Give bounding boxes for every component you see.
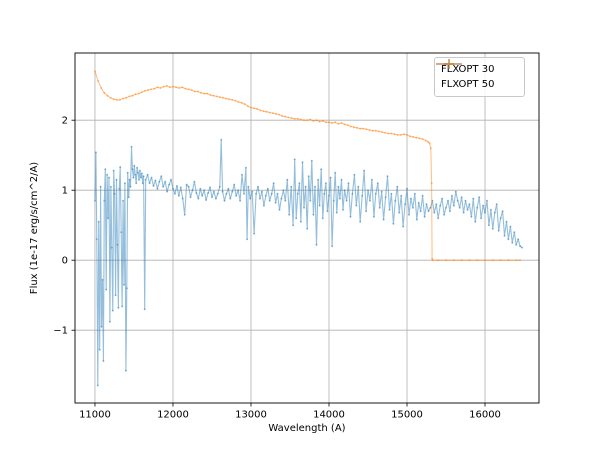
x-tick-label: 16000 bbox=[469, 410, 501, 421]
gridlines bbox=[75, 53, 539, 403]
series-flxopt-50 bbox=[94, 70, 522, 262]
x-tick-label: 15000 bbox=[391, 410, 423, 421]
y-tick-label: 0 bbox=[62, 256, 68, 267]
legend: FLXOPT 30 FLXOPT 50 bbox=[434, 57, 525, 97]
x-tick-label: 12000 bbox=[157, 410, 189, 421]
legend-label: FLXOPT 30 bbox=[441, 63, 495, 75]
series-flxopt-30 bbox=[94, 138, 524, 387]
y-tick-label: 2 bbox=[62, 116, 68, 127]
axes-spines bbox=[74, 52, 540, 404]
x-tick-label: 14000 bbox=[313, 410, 345, 421]
errorbar-marker-icon bbox=[436, 59, 462, 69]
legend-label: FLXOPT 50 bbox=[441, 78, 495, 90]
y-tick-label: −1 bbox=[53, 326, 68, 337]
y-tick-label: 1 bbox=[62, 186, 68, 197]
y-axis-label: Flux (1e-17 erg/s/cm^2/A) bbox=[29, 162, 40, 294]
plot-background bbox=[75, 53, 539, 403]
x-tick-label: 11000 bbox=[79, 410, 111, 421]
x-axis-label: Wavelength (A) bbox=[268, 423, 345, 434]
ticks: 11000 12000 13000 14000 15000 16000 −1 0 1 2 bbox=[53, 116, 501, 421]
x-tick-label: 13000 bbox=[235, 410, 267, 421]
legend-entry: FLXOPT 50 bbox=[436, 59, 518, 92]
